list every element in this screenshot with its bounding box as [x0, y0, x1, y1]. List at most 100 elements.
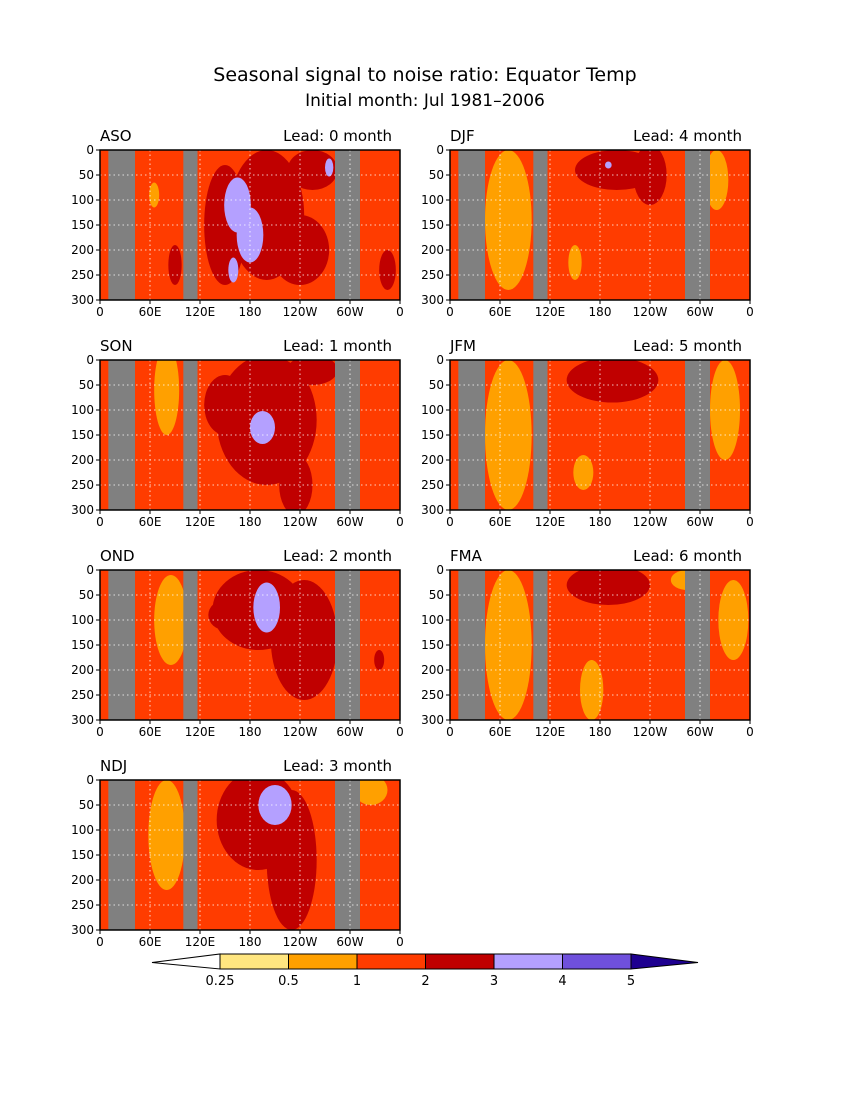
- x-tick-label: 120W: [283, 935, 318, 949]
- y-tick-label: 100: [421, 403, 444, 417]
- land-mask: [458, 570, 485, 720]
- x-tick-label: 0: [96, 935, 104, 949]
- y-tick-label: 200: [421, 453, 444, 467]
- y-tick-label: 200: [421, 243, 444, 257]
- y-tick-label: 200: [71, 873, 94, 887]
- y-tick-label: 100: [421, 193, 444, 207]
- chart-subtitle: Initial month: Jul 1981–2006: [305, 91, 545, 111]
- y-tick-label: 300: [421, 503, 444, 517]
- y-tick-label: 300: [71, 503, 94, 517]
- contour-region: [705, 150, 729, 210]
- y-tick-label: 250: [421, 268, 444, 282]
- x-tick-label: 60E: [139, 725, 162, 739]
- colorbar-segment: [288, 953, 358, 970]
- x-tick-label: 180: [589, 305, 612, 319]
- x-tick-label: 120W: [283, 305, 318, 319]
- y-tick-label: 200: [71, 243, 94, 257]
- x-tick-label: 60E: [139, 305, 162, 319]
- y-tick-label: 100: [71, 613, 94, 627]
- x-tick-label: 120E: [185, 935, 216, 949]
- x-tick-label: 0: [396, 935, 404, 949]
- colorbar-level-label: 3: [490, 974, 498, 989]
- colorbar-level-label: 5: [627, 974, 635, 989]
- y-tick-label: 300: [421, 713, 444, 727]
- contour-region: [605, 161, 612, 169]
- y-tick-label: 50: [79, 798, 94, 812]
- colorbar: 0.25 0.5 1 2 3 4 5: [151, 953, 699, 989]
- x-tick-label: 60E: [489, 725, 512, 739]
- y-tick-label: 300: [421, 293, 444, 307]
- contour-region: [270, 580, 338, 700]
- contour-region: [566, 570, 650, 605]
- contour-region: [208, 600, 242, 630]
- x-tick-label: 120E: [535, 725, 566, 739]
- panel-djf: 0 60E 120E 180 120W 60W 0 0 50 100 150 200 250 300 DJF…: [421, 127, 754, 319]
- x-tick-label: 0: [396, 515, 404, 529]
- contour-region: [154, 360, 180, 435]
- y-tick-label: 50: [429, 168, 444, 182]
- y-tick-label: 100: [71, 403, 94, 417]
- land-mask: [108, 150, 135, 300]
- y-tick-label: 50: [79, 588, 94, 602]
- panel-aso: 0 60E 120E 180 120W 60W 0 0 50 100 150 200 250 300 ASO…: [71, 127, 404, 319]
- colorbar-level-label: 4: [558, 974, 566, 989]
- panel-season-label: ASO: [100, 127, 132, 145]
- contour-region: [485, 150, 532, 290]
- y-tick-label: 200: [71, 453, 94, 467]
- x-tick-label: 60E: [139, 515, 162, 529]
- contour-region: [485, 360, 532, 510]
- panel-season-label: NDJ: [100, 757, 127, 775]
- contour-region: [154, 575, 188, 665]
- contour-region: [204, 375, 246, 435]
- panel-lead-label: Lead: 6 month: [633, 547, 742, 565]
- contour-region: [568, 245, 582, 280]
- x-tick-label: 0: [96, 305, 104, 319]
- contour-region: [566, 360, 659, 403]
- panel-son: 0 60E 120E 180 120W 60W 0 0 50 100 150 200 250 300 SON…: [71, 337, 404, 529]
- x-tick-label: 180: [239, 305, 262, 319]
- y-tick-label: 150: [71, 218, 94, 232]
- panel-lead-label: Lead: 2 month: [283, 547, 392, 565]
- x-tick-label: 0: [96, 725, 104, 739]
- contour-region: [258, 785, 292, 825]
- panel-season-label: JFM: [449, 337, 476, 355]
- x-tick-label: 60W: [336, 305, 363, 319]
- panel-season-label: DJF: [450, 127, 475, 145]
- y-tick-label: 150: [421, 218, 444, 232]
- x-tick-label: 120E: [535, 305, 566, 319]
- contour-region: [485, 570, 532, 720]
- panel-ond: 0 60E 120E 180 120W 60W 0 0 50 100 150 200 250 300 OND…: [71, 547, 404, 739]
- colorbar-extend-high: [630, 953, 699, 970]
- y-tick-label: 250: [71, 268, 94, 282]
- y-tick-label: 250: [71, 898, 94, 912]
- x-tick-label: 0: [446, 725, 454, 739]
- y-tick-label: 250: [421, 478, 444, 492]
- y-tick-label: 0: [86, 773, 94, 787]
- y-tick-label: 300: [71, 923, 94, 937]
- contour-region: [250, 411, 275, 444]
- y-tick-label: 0: [86, 353, 94, 367]
- x-tick-label: 180: [589, 725, 612, 739]
- y-tick-label: 150: [421, 428, 444, 442]
- land-mask: [108, 780, 135, 930]
- x-tick-label: 120E: [185, 305, 216, 319]
- colorbar-segment: [562, 953, 632, 970]
- land-mask: [458, 360, 485, 510]
- y-tick-label: 0: [436, 143, 444, 157]
- y-tick-label: 50: [79, 378, 94, 392]
- y-tick-label: 250: [421, 688, 444, 702]
- colorbar-level-label: 0.25: [206, 974, 235, 989]
- x-tick-label: 120W: [633, 305, 668, 319]
- x-tick-label: 180: [589, 515, 612, 529]
- y-tick-label: 250: [71, 478, 94, 492]
- contour-region: [354, 780, 388, 805]
- colorbar-level-label: 0.5: [278, 974, 299, 989]
- x-tick-label: 0: [446, 305, 454, 319]
- contour-region: [580, 660, 604, 720]
- contour-region: [379, 250, 396, 290]
- y-tick-label: 250: [71, 688, 94, 702]
- panel-lead-label: Lead: 5 month: [633, 337, 742, 355]
- y-tick-label: 50: [79, 168, 94, 182]
- x-tick-label: 0: [746, 305, 754, 319]
